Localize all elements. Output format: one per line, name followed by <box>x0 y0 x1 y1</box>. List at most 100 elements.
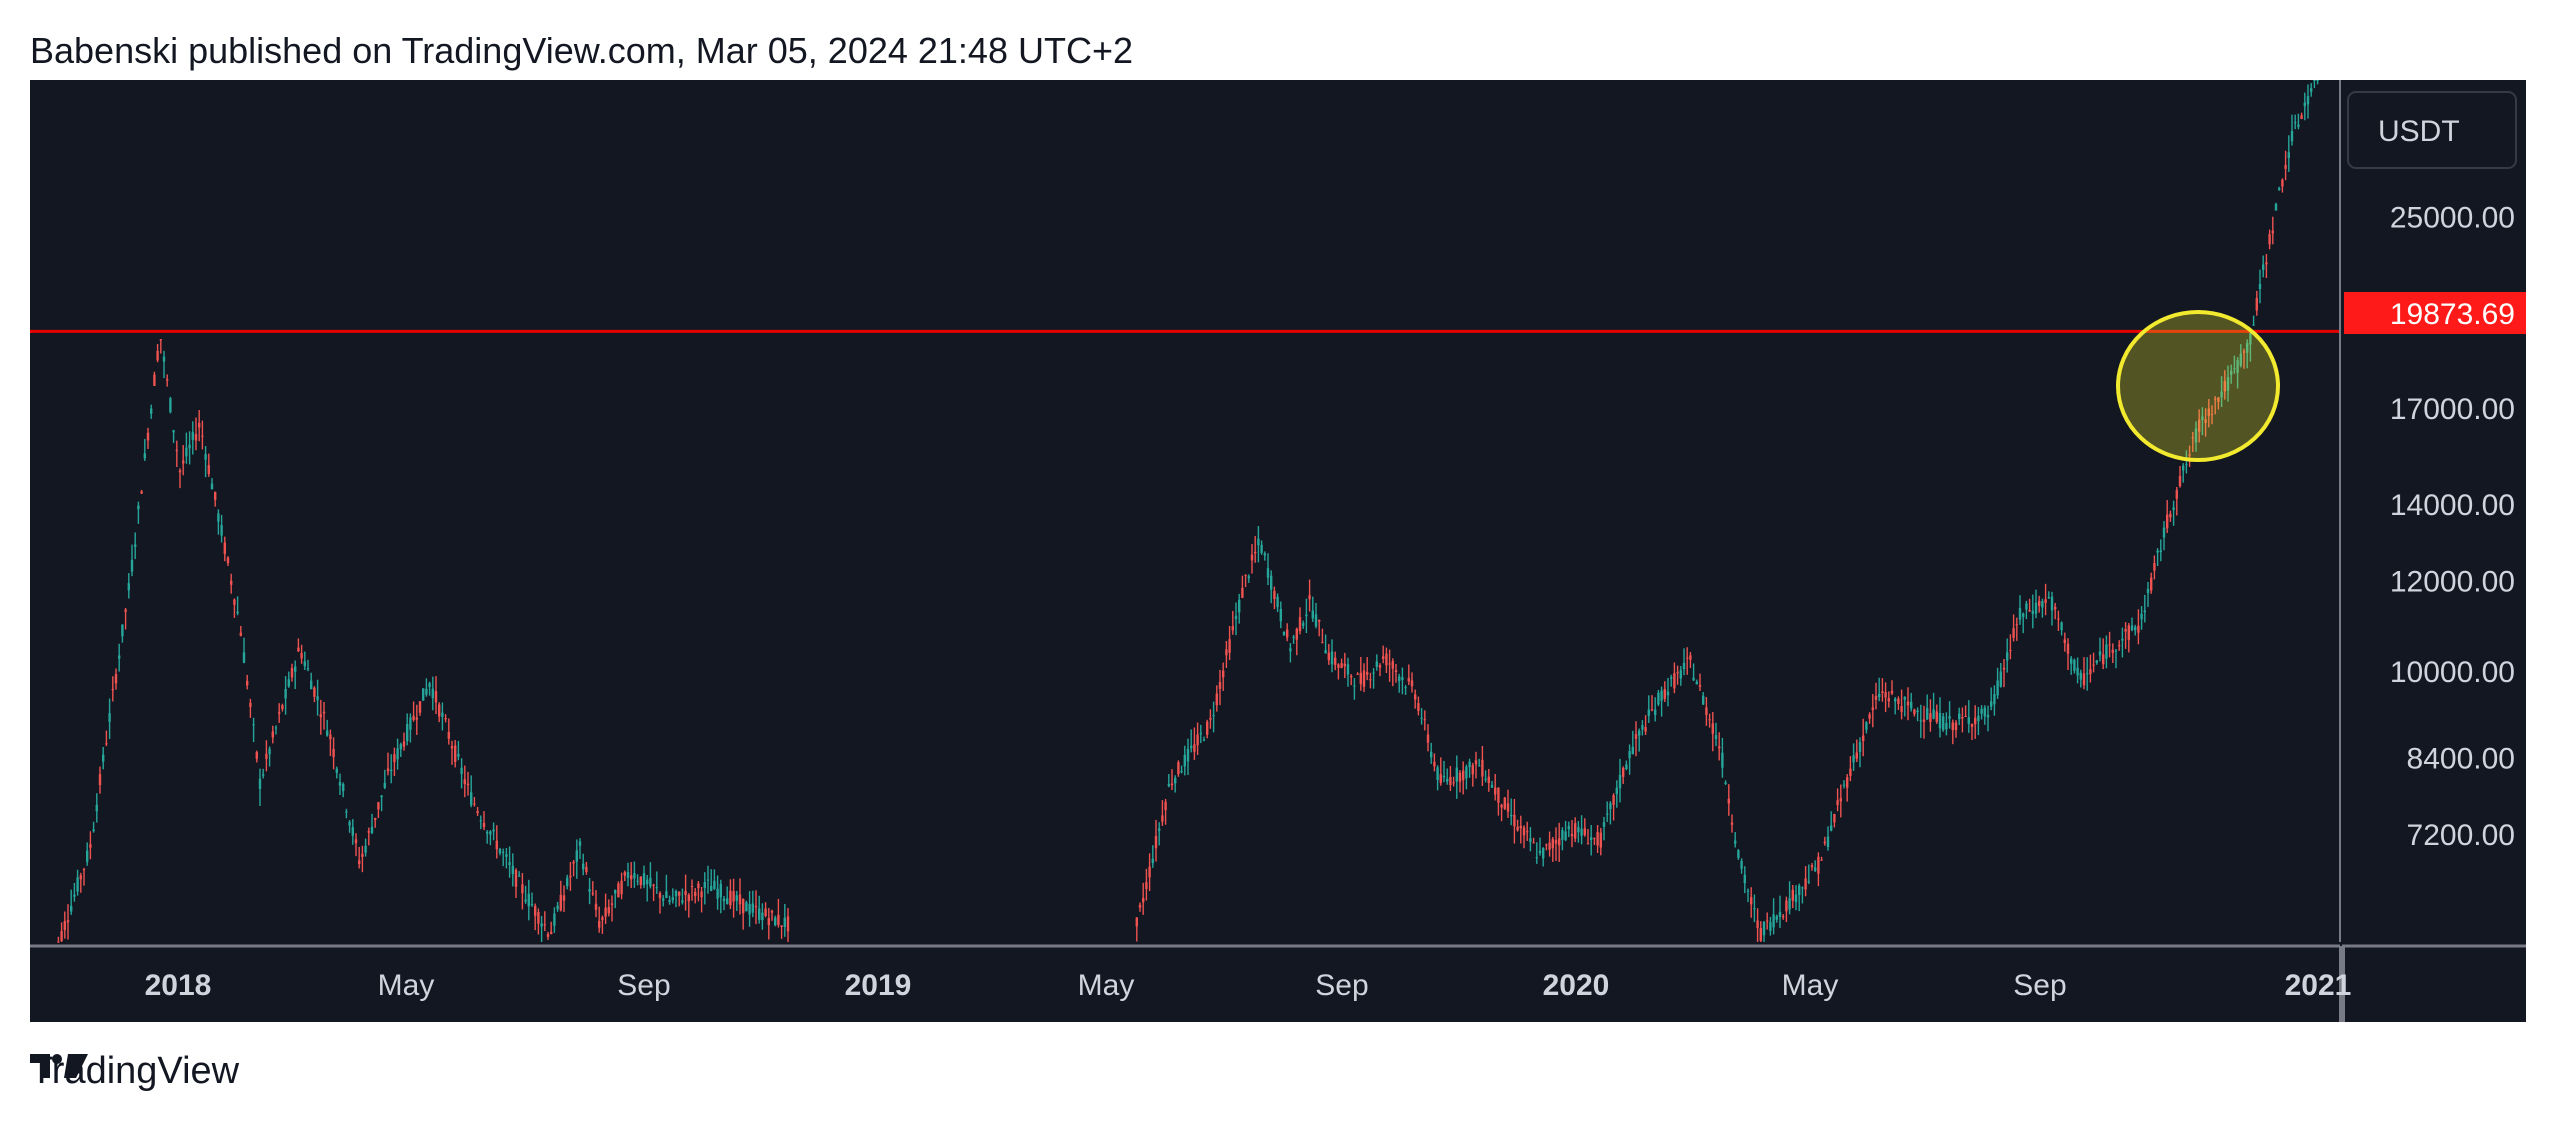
candle-body <box>134 544 137 547</box>
candle-body <box>271 731 274 738</box>
candle-body <box>2092 664 2095 666</box>
candle-body <box>354 839 358 844</box>
currency-box[interactable] <box>2347 91 2517 169</box>
candle-body <box>2159 550 2162 553</box>
candle-body <box>1394 670 1398 673</box>
candle-body <box>566 877 569 887</box>
candle-body <box>1468 761 1471 768</box>
candle-body <box>2066 643 2070 654</box>
candle-body <box>1279 608 1282 622</box>
candle-body <box>175 449 178 452</box>
candle-body <box>153 374 156 386</box>
candle-body <box>1724 782 1727 784</box>
candle-body <box>1337 664 1340 668</box>
candle-body <box>614 890 617 894</box>
candle-body <box>1932 709 1935 719</box>
candle-body <box>1788 898 1791 910</box>
candle-body <box>646 879 649 885</box>
price-tick-label: 17000.00 <box>2390 393 2515 426</box>
candle-body <box>594 903 598 910</box>
candle-body <box>1714 735 1718 739</box>
candle-body <box>1570 834 1574 837</box>
candle-body <box>1590 837 1593 841</box>
candle-body <box>1836 800 1839 806</box>
candle-body <box>1398 676 1401 682</box>
candle-body <box>1462 770 1465 781</box>
candle-body <box>476 811 479 814</box>
candle-body <box>127 583 130 591</box>
candle-body <box>1439 774 1442 784</box>
candle-body <box>1446 778 1449 782</box>
candle-body <box>2022 613 2025 617</box>
candle-body <box>364 845 367 853</box>
candle-body <box>1250 554 1254 561</box>
candle-body <box>598 920 601 928</box>
candle-body <box>1900 706 1903 712</box>
candle-body <box>1324 650 1327 654</box>
candle-body <box>246 680 249 686</box>
price-chart[interactable]: 25000.0021000.0017000.0014000.0012000.00… <box>30 80 2526 1022</box>
candle-body <box>1452 782 1455 784</box>
candle-body <box>262 774 265 776</box>
time-tick-label: May <box>1078 969 1135 1002</box>
candle-body <box>425 688 428 695</box>
candle-body <box>1826 836 1830 848</box>
candle-body <box>226 557 230 564</box>
candle-body <box>1238 599 1241 613</box>
candle-body <box>1631 746 1634 755</box>
candle-body <box>223 542 226 554</box>
candle-body <box>57 941 60 943</box>
candle-body <box>1737 850 1740 858</box>
candle-body <box>508 862 511 866</box>
candle-body <box>1599 832 1602 848</box>
candle-body <box>1782 916 1785 918</box>
candle-body <box>1282 631 1286 636</box>
candle-body <box>79 875 82 880</box>
candle-body <box>322 711 326 714</box>
candle-body <box>572 861 575 864</box>
candle-body <box>1516 826 1519 831</box>
chart-panel[interactable]: 25000.0021000.0017000.0014000.0012000.00… <box>30 80 2526 1022</box>
candle-body <box>63 921 66 931</box>
candle-body <box>1391 661 1394 669</box>
candle-body <box>1759 928 1762 941</box>
candle-body <box>674 891 678 897</box>
candle-body <box>2188 454 2191 456</box>
candle-body <box>1673 673 1676 689</box>
candle-body <box>415 717 418 720</box>
candle-body <box>2002 667 2006 670</box>
candle-body <box>2236 360 2239 373</box>
candle-body <box>162 356 166 362</box>
candle-body <box>236 611 239 614</box>
candle-body <box>502 851 505 853</box>
candle-body <box>287 679 290 687</box>
candle-body <box>1270 575 1273 590</box>
candle-body <box>1382 656 1385 659</box>
candle-body <box>1657 692 1660 705</box>
candle-body <box>1814 867 1817 871</box>
time-tick-label: Sep <box>617 969 670 1002</box>
candle-body <box>2124 629 2127 632</box>
candle-body <box>511 865 514 875</box>
candle-body <box>1356 673 1359 675</box>
candle-body <box>604 907 607 917</box>
candle-body <box>1522 827 1526 836</box>
candle-body <box>2108 644 2111 646</box>
candle-body <box>1193 744 1196 752</box>
candle-body <box>434 691 438 703</box>
candle-body <box>1926 708 1929 720</box>
candle-body <box>562 895 566 901</box>
highlight-circle[interactable] <box>2116 310 2280 463</box>
candle-body <box>412 715 415 720</box>
candle-body <box>553 913 556 926</box>
candle-body <box>1548 842 1551 850</box>
candle-body <box>1423 719 1426 721</box>
candle-body <box>1663 689 1666 699</box>
candle-body <box>690 886 694 888</box>
candle-body <box>479 820 482 822</box>
candle-body <box>118 655 121 659</box>
candle-body <box>482 822 486 828</box>
candle-body <box>754 906 758 908</box>
candle-body <box>2146 588 2150 594</box>
candle-body <box>2262 264 2265 270</box>
